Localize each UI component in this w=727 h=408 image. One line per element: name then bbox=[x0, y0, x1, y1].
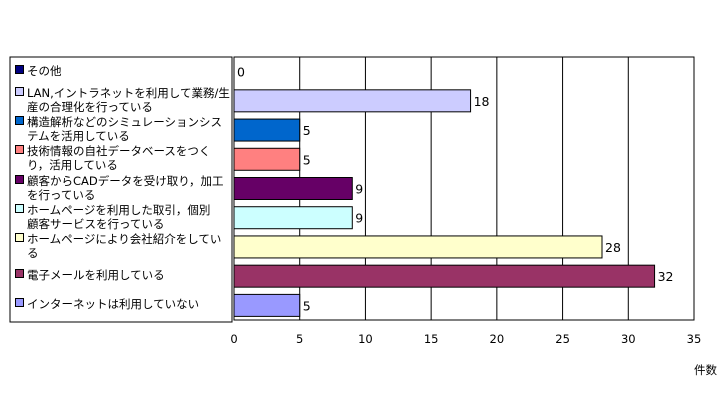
category-label-text: 産の合理化を行っている bbox=[27, 99, 153, 114]
category-label: ホームページにより会社紹介をしている bbox=[15, 232, 230, 260]
category-label: インターネットは利用していない bbox=[15, 297, 230, 311]
category-label-text: 構造解析などのシミュレーションシス bbox=[27, 115, 223, 130]
legend-swatch bbox=[15, 64, 24, 74]
bar bbox=[233, 118, 301, 142]
category-label-line: ホームページを利用した取引，個別 bbox=[15, 203, 230, 217]
category-label-text: る bbox=[27, 245, 39, 260]
category-label-line: ホームページにより会社紹介をしてい bbox=[15, 232, 230, 246]
category-label: LAN,イントラネットを利用して業務/生 産の合理化を行っている bbox=[15, 86, 230, 114]
category-label-text: その他 bbox=[27, 63, 62, 78]
x-tick-label: 15 bbox=[424, 332, 439, 346]
x-tick-label: 30 bbox=[621, 332, 636, 346]
legend-swatch bbox=[15, 174, 24, 184]
category-label-line: る bbox=[15, 246, 230, 260]
x-tick-label: 10 bbox=[358, 332, 373, 346]
legend-swatch bbox=[15, 145, 24, 155]
category-label-line: 顧客サービスを行っている bbox=[15, 217, 230, 231]
category-label-line: り，活用している bbox=[15, 158, 230, 172]
x-tick-label: 35 bbox=[687, 332, 702, 346]
bar bbox=[233, 264, 656, 288]
bar-value-label: 32 bbox=[658, 269, 674, 284]
category-label: 技術情報の自社データベースをつく り，活用している bbox=[15, 144, 230, 172]
legend-swatch bbox=[15, 86, 24, 96]
category-label-text: り，活用している bbox=[27, 158, 118, 173]
legend-swatch bbox=[15, 269, 24, 279]
bar bbox=[233, 206, 353, 230]
category-label-line: テムを活用している bbox=[15, 129, 230, 143]
category-label-text: 顧客からCADデータを受け取り，加工 bbox=[27, 173, 224, 188]
category-label-line: 電子メールを利用している bbox=[15, 268, 230, 282]
legend-swatch bbox=[15, 298, 24, 308]
category-label: ホームページを利用した取引，個別 顧客サービスを行っている bbox=[15, 203, 230, 231]
bar-value-label: 5 bbox=[303, 152, 311, 167]
category-label-text: を行っている bbox=[27, 187, 96, 202]
bar-value-label: 28 bbox=[605, 240, 621, 255]
category-label: その他 bbox=[15, 64, 230, 78]
category-label-line: を行っている bbox=[15, 188, 230, 202]
category-label-text: インターネットは利用していない bbox=[27, 297, 200, 312]
category-label-line: その他 bbox=[15, 64, 230, 78]
category-label: 顧客からCADデータを受け取り，加工 を行っている bbox=[15, 174, 230, 202]
bar-value-label: 5 bbox=[303, 123, 311, 138]
x-axis-label: 件数 bbox=[694, 363, 717, 377]
category-label-line: 構造解析などのシミュレーションシス bbox=[15, 115, 230, 129]
bar-value-label: 9 bbox=[355, 211, 363, 226]
x-tick-label: 25 bbox=[555, 332, 570, 346]
bar bbox=[233, 293, 301, 317]
x-tick-label: 0 bbox=[230, 332, 237, 346]
category-label: 電子メールを利用している bbox=[15, 268, 230, 282]
bar bbox=[233, 177, 353, 200]
x-tick-label: 5 bbox=[296, 332, 303, 346]
bar-value-label: 9 bbox=[355, 182, 363, 197]
category-label-line: インターネットは利用していない bbox=[15, 297, 230, 311]
legend-swatch bbox=[15, 232, 24, 242]
category-label-line: 顧客からCADデータを受け取り，加工 bbox=[15, 174, 230, 188]
category-label-line: LAN,イントラネットを利用して業務/生 bbox=[15, 86, 230, 100]
category-label-text: LAN,イントラネットを利用して業務/生 bbox=[27, 85, 230, 100]
legend-swatch bbox=[15, 203, 24, 213]
bar bbox=[233, 147, 301, 171]
category-label-text: ホームページにより会社紹介をしてい bbox=[27, 231, 222, 246]
bar-value-label: 5 bbox=[303, 298, 311, 313]
legend-swatch bbox=[15, 116, 24, 126]
category-label-line: 産の合理化を行っている bbox=[15, 100, 230, 114]
bar-value-label: 0 bbox=[237, 65, 245, 80]
category-label-text: ホームページを利用した取引，個別 bbox=[27, 202, 211, 217]
x-tick-label: 20 bbox=[490, 332, 505, 346]
category-label-text: 技術情報の自社データベースをつく bbox=[27, 144, 211, 159]
bar-value-label: 18 bbox=[474, 94, 490, 109]
category-label-text: 顧客サービスを行っている bbox=[27, 216, 165, 231]
category-label-text: テムを活用している bbox=[27, 129, 130, 144]
category-label-text: 電子メールを利用している bbox=[27, 268, 165, 283]
category-label: 構造解析などのシミュレーションシス テムを活用している bbox=[15, 115, 230, 143]
legend-box bbox=[9, 56, 233, 323]
bar bbox=[233, 89, 472, 113]
category-label-line: 技術情報の自社データベースをつく bbox=[15, 144, 230, 158]
bar bbox=[233, 235, 603, 259]
